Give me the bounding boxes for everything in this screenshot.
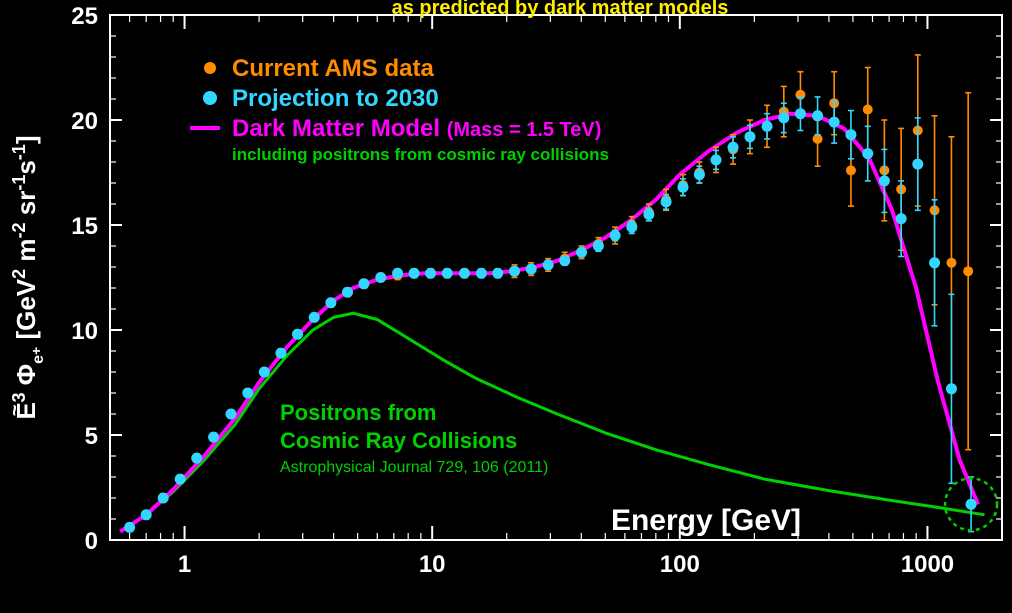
title-top: as predicted by dark matter models	[392, 0, 729, 19]
legend-dm-sublabel: including positrons from cosmic ray coll…	[232, 145, 609, 164]
legend-proj-label: Projection to 2030	[232, 85, 439, 112]
annotation-line1: Positrons from	[280, 400, 436, 425]
annotation-line2: Cosmic Ray Collisions	[280, 428, 517, 453]
legend-ams-label: Current AMS data	[232, 55, 434, 82]
x-tick-label: 1	[178, 551, 191, 578]
legend-marker-ams	[204, 62, 216, 74]
y-tick-label: 10	[71, 318, 98, 345]
magenta-line	[120, 114, 978, 532]
x-tick-label: 10	[419, 551, 446, 578]
y-axis-label: E~3 Φe+ [GeV2 m-2 sr-1s-1]	[4, 136, 47, 420]
y-tick-label: 0	[85, 528, 98, 555]
x-tick-label: 100	[660, 551, 700, 578]
y-tick-label: 15	[71, 213, 98, 240]
legend-dm-label: Dark Matter Model (Mass = 1.5 TeV)	[232, 115, 601, 142]
y-tick-label: 5	[85, 423, 98, 450]
chart-container: 0 5 10 15 20 25 1 10 100 1000 as predicted by dark…	[0, 0, 1012, 613]
y-tick-label: 25	[71, 3, 98, 30]
x-tick-label: 1000	[901, 551, 954, 578]
chart-svg: 0 5 10 15 20 25 1 10 100 1000 as predicted by dark…	[0, 0, 1012, 613]
annotation-ref: Astrophysical Journal 729, 106 (2011)	[280, 459, 548, 476]
y-tick-label: 20	[71, 108, 98, 135]
green-line	[120, 313, 984, 531]
x-axis-label: Energy [GeV]	[611, 504, 801, 537]
legend-marker-proj	[203, 91, 217, 105]
